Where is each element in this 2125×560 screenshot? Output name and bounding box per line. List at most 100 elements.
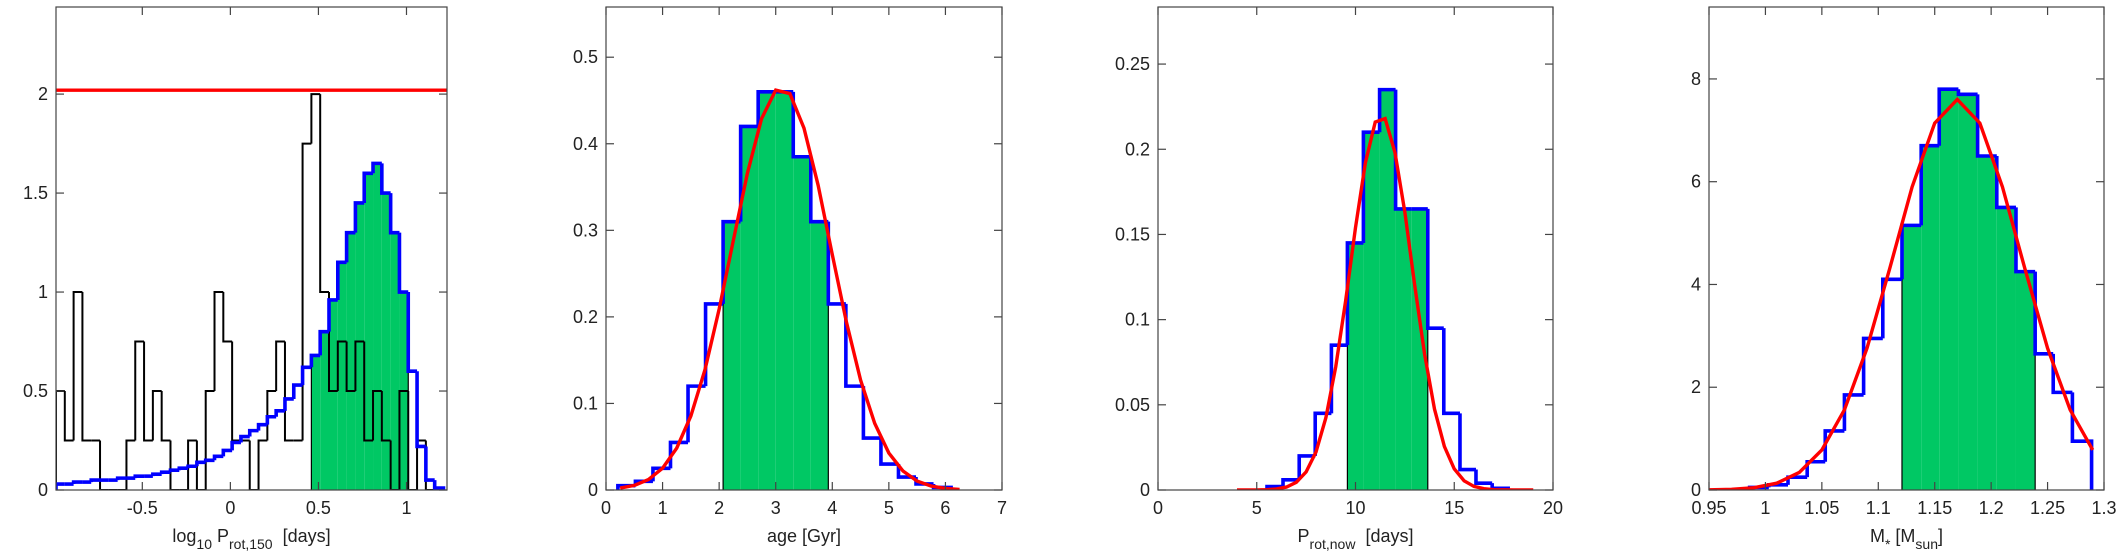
x-axis-label: Prot,now [days] [1298,526,1414,552]
hist-step [1861,336,1883,395]
hist-step [265,414,277,425]
fill-bar [381,193,391,490]
fill-bar [328,299,338,490]
fill-bar [355,202,365,490]
fill-bar [1921,145,1940,490]
y-tick-label: 0.3 [573,220,598,240]
hist-step [879,438,899,466]
y-tick-label: 0.2 [1125,139,1150,159]
hist-step [389,440,400,490]
x-tick-label: 1 [658,498,668,518]
x-tick-label: 6 [940,498,950,518]
x-tick-label: 1.1 [1866,498,1891,518]
fill-bar [1977,156,1997,490]
fill-bar [810,221,829,490]
hist-step [1937,87,1959,146]
hist-step [1881,277,1902,339]
x-axis-label-subscript: rot,150 [229,536,273,552]
x-tick-label: 1.3 [2091,498,2116,518]
x-tick-label: 10 [1345,498,1365,518]
hist-step [721,219,741,304]
hist-step [318,329,329,356]
y-tick-label: 2 [1691,377,1701,397]
hist-step [301,142,312,441]
x-axis-label-part: [days] [1355,526,1413,546]
hist-step [703,302,724,387]
x-tick-label: 0.95 [1691,498,1726,518]
hist-step [336,260,347,300]
hist-step [353,201,365,233]
fill-bar [373,163,382,490]
x-tick-label: 2 [714,498,724,518]
x-tick-label: 0 [601,498,611,518]
fit-curve [1709,97,2095,490]
x-tick-label: 1.05 [1804,498,1839,518]
y-tick-label: 0.05 [1115,395,1150,415]
x-tick-label: 0 [1153,498,1163,518]
fill-bar [337,262,347,490]
fill-bar [1395,208,1412,490]
y-tick-label: 0.1 [1125,310,1150,330]
hist-step [247,428,259,437]
axes-box [605,6,1003,491]
x-tick-label: 1.2 [1979,498,2004,518]
hist-step [239,434,250,443]
hist-step [222,292,233,343]
fill-bar [1901,225,1922,490]
hist-step [2014,207,2036,274]
hist-step [283,397,294,411]
fill-bar [346,232,356,490]
hist-step [56,482,65,490]
y-tick-label: 0.2 [573,307,598,327]
x-tick-label: 0.5 [306,498,331,518]
hist-step [187,439,197,490]
x-axis-label: log10 Prot,150 [days] [172,526,330,552]
fill-bar [1411,208,1428,490]
hist-step [344,230,356,263]
plot-area [1709,87,2095,490]
x-axis-label: M* [Msun] [1870,526,1943,552]
hist-step [1377,87,1396,133]
y-tick-label: 0.4 [573,134,598,154]
fill-bar [364,173,374,490]
hist-step [388,193,400,235]
fill-bar [793,156,811,490]
hist-step [336,340,347,392]
hist-step [231,341,241,442]
hist-step [257,439,268,490]
hist-step [362,171,374,203]
x-tick-label: 3 [771,498,781,518]
hist-step [354,340,365,392]
x-axis-label: age [Gyr] [767,526,841,546]
hist-step [195,460,206,467]
hist-step [99,440,109,490]
x-tick-label: 1.25 [2030,498,2065,518]
hist-step [380,163,391,195]
hist-step [407,391,418,490]
axes-box [1708,6,2105,491]
x-axis-label-subscript: * [1885,536,1891,552]
hist-step [134,340,145,441]
axes-box [55,6,448,491]
hist-step [72,291,83,441]
hist-step [808,156,829,224]
x-tick-label: 5 [884,498,894,518]
hist-step [125,439,136,490]
hist-step [791,91,811,159]
hist-step [372,390,382,441]
hist-step [169,440,180,490]
y-tick-label: 1.5 [23,183,48,203]
hist-step [177,466,189,471]
hist-step [861,386,881,440]
hist-step [826,221,846,306]
y-tick-label: 0.1 [573,393,598,413]
fit-curve [1236,116,1534,490]
hist-step [844,303,864,388]
x-axis-label-subscript: 10 [196,536,212,552]
fit-curve [619,88,960,490]
x-axis-label-subscript: sun [1915,536,1938,552]
x-tick-label: 7 [997,498,1007,518]
y-tick-label: 0.25 [1115,54,1150,74]
